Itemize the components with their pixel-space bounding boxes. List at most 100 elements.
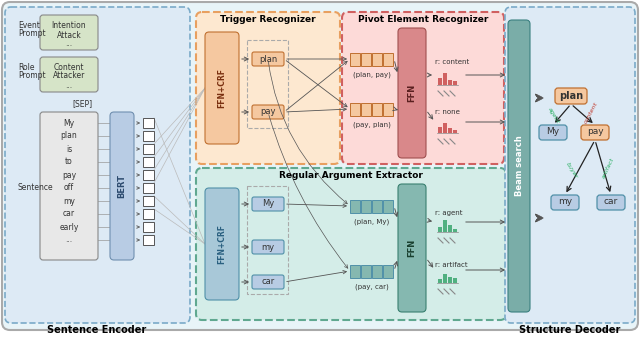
Bar — [443, 123, 447, 133]
Bar — [383, 265, 393, 278]
Bar — [143, 235, 154, 245]
Text: off: off — [64, 183, 74, 193]
Bar — [350, 103, 360, 116]
FancyBboxPatch shape — [205, 188, 239, 300]
Bar — [448, 80, 452, 85]
Text: buyer: buyer — [565, 161, 579, 179]
Bar — [443, 274, 447, 283]
Text: Prompt: Prompt — [18, 72, 45, 80]
Text: [SEP]: [SEP] — [72, 100, 92, 108]
FancyBboxPatch shape — [581, 125, 609, 140]
FancyBboxPatch shape — [555, 88, 587, 104]
Text: My: My — [262, 199, 274, 208]
Text: pay: pay — [260, 107, 276, 117]
Text: (pay, plan): (pay, plan) — [353, 122, 391, 128]
Bar — [143, 222, 154, 232]
FancyBboxPatch shape — [398, 28, 426, 158]
Text: pay: pay — [587, 127, 604, 137]
Text: (plan, pay): (plan, pay) — [353, 72, 391, 78]
Bar — [361, 103, 371, 116]
FancyBboxPatch shape — [252, 275, 284, 289]
Text: r: none: r: none — [435, 109, 460, 115]
FancyBboxPatch shape — [205, 32, 239, 144]
Text: to: to — [65, 158, 73, 166]
Bar — [143, 196, 154, 206]
Bar — [438, 127, 442, 133]
Text: Content: Content — [54, 62, 84, 72]
Bar — [438, 279, 442, 283]
FancyBboxPatch shape — [551, 195, 579, 210]
Bar — [247, 40, 288, 128]
Text: Structure Decoder: Structure Decoder — [519, 325, 621, 335]
FancyBboxPatch shape — [252, 105, 284, 119]
Text: Attacker: Attacker — [53, 72, 85, 80]
FancyBboxPatch shape — [342, 12, 504, 164]
Text: ...: ... — [65, 80, 72, 89]
Bar — [443, 220, 447, 232]
Text: artifact: artifact — [601, 157, 615, 179]
Text: r: content: r: content — [435, 59, 469, 65]
Bar — [350, 53, 360, 66]
Bar — [453, 229, 457, 232]
Bar — [372, 103, 382, 116]
Bar — [383, 53, 393, 66]
Text: car: car — [604, 198, 618, 206]
Text: Role: Role — [18, 62, 35, 72]
Bar — [361, 53, 371, 66]
Text: FFN+CRF: FFN+CRF — [218, 68, 227, 108]
Bar — [143, 131, 154, 141]
Text: content: content — [583, 101, 599, 125]
Text: early: early — [60, 222, 79, 232]
FancyBboxPatch shape — [110, 112, 134, 260]
Bar — [247, 186, 288, 294]
Text: plan: plan — [259, 55, 277, 63]
Text: FFN+CRF: FFN+CRF — [218, 224, 227, 264]
FancyBboxPatch shape — [252, 197, 284, 211]
FancyBboxPatch shape — [40, 15, 98, 50]
Bar — [383, 200, 393, 213]
Text: Pivot Element Recognizer: Pivot Element Recognizer — [358, 15, 488, 23]
Bar — [453, 278, 457, 283]
Bar — [438, 78, 442, 85]
FancyBboxPatch shape — [252, 240, 284, 254]
Text: r: agent: r: agent — [435, 210, 463, 216]
Bar — [453, 130, 457, 133]
FancyBboxPatch shape — [40, 57, 98, 92]
Text: Sentence: Sentence — [18, 183, 54, 193]
FancyBboxPatch shape — [252, 52, 284, 66]
Text: Attack: Attack — [56, 31, 81, 40]
Text: (plan, My): (plan, My) — [355, 219, 390, 225]
Text: plan: plan — [559, 91, 583, 101]
Bar — [143, 183, 154, 193]
FancyBboxPatch shape — [5, 7, 190, 323]
Bar — [448, 128, 452, 133]
FancyBboxPatch shape — [398, 184, 426, 312]
Text: FFN: FFN — [408, 239, 417, 257]
Bar — [372, 53, 382, 66]
Bar — [143, 170, 154, 180]
Text: my: my — [261, 242, 275, 252]
Bar — [443, 73, 447, 85]
Text: My: My — [547, 127, 559, 137]
FancyBboxPatch shape — [196, 168, 506, 320]
FancyBboxPatch shape — [597, 195, 625, 210]
Bar — [453, 81, 457, 85]
Text: (pay, car): (pay, car) — [355, 284, 389, 290]
Text: FFN: FFN — [408, 84, 417, 102]
Text: r: artifact: r: artifact — [435, 262, 468, 268]
Text: Regular Argument Extractor: Regular Argument Extractor — [279, 171, 423, 179]
Bar — [143, 157, 154, 167]
Bar — [448, 277, 452, 283]
Text: ...: ... — [65, 40, 72, 48]
Text: car: car — [63, 210, 75, 219]
Text: my: my — [558, 198, 572, 206]
Bar — [361, 265, 371, 278]
Bar — [383, 103, 393, 116]
Text: pay: pay — [62, 171, 76, 179]
Text: my: my — [63, 197, 75, 205]
Bar — [350, 265, 360, 278]
Bar — [143, 209, 154, 219]
FancyBboxPatch shape — [505, 7, 635, 323]
FancyBboxPatch shape — [196, 12, 340, 164]
FancyBboxPatch shape — [40, 112, 98, 260]
